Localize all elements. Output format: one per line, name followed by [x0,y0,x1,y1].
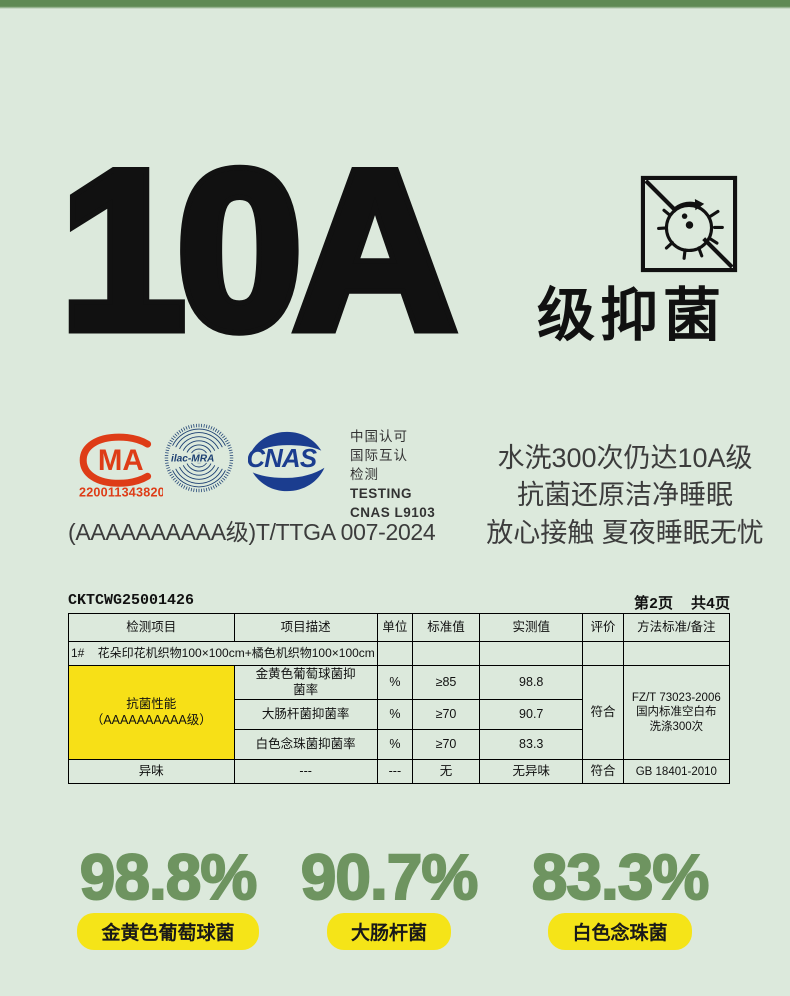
svg-text:CNAS: CNAS [248,445,317,473]
svg-text:ilac-MRA: ilac-MRA [171,454,214,465]
svg-text:220011343820: 220011343820 [79,486,163,500]
svg-text:MA: MA [98,444,144,477]
